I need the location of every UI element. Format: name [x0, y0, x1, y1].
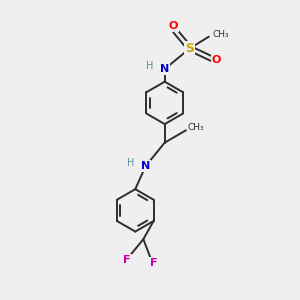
Text: N: N [141, 161, 150, 171]
Text: F: F [123, 255, 131, 265]
Text: S: S [185, 42, 194, 55]
Text: N: N [160, 64, 169, 74]
Text: CH₃: CH₃ [188, 123, 204, 132]
Text: O: O [169, 21, 178, 31]
Text: CH₃: CH₃ [212, 30, 229, 39]
Text: F: F [150, 258, 158, 268]
Text: H: H [146, 61, 153, 71]
Text: H: H [127, 158, 134, 168]
Text: O: O [212, 55, 221, 65]
